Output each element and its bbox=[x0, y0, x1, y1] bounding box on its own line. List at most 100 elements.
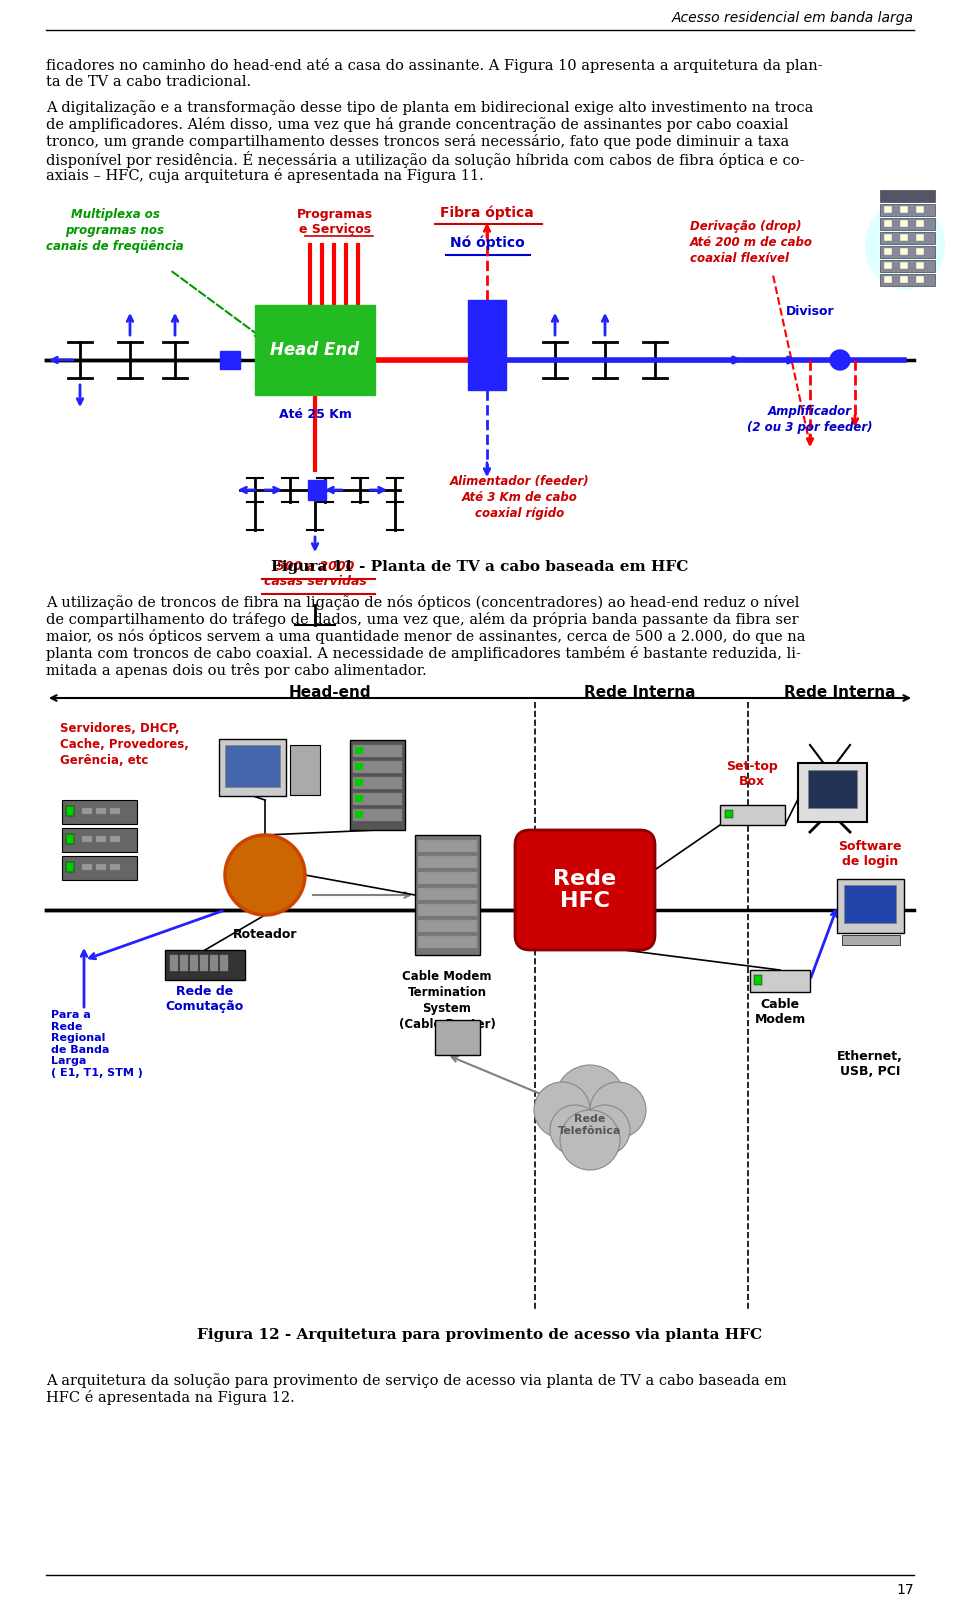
Bar bbox=[418, 841, 477, 852]
Bar bbox=[82, 836, 92, 842]
Text: Para a
Rede
Regional
de Banda
Larga
( E1, T1, STM ): Para a Rede Regional de Banda Larga ( E1… bbox=[51, 1010, 143, 1077]
Circle shape bbox=[830, 351, 850, 370]
Bar bbox=[754, 975, 762, 985]
Bar bbox=[880, 203, 935, 216]
Text: Fibra óptica: Fibra óptica bbox=[440, 205, 534, 219]
FancyBboxPatch shape bbox=[219, 740, 286, 796]
Text: axiais – HFC, cuja arquitetura é apresentada na Figura 11.: axiais – HFC, cuja arquitetura é apresen… bbox=[46, 168, 484, 183]
Bar bbox=[916, 234, 924, 242]
Bar bbox=[355, 796, 363, 802]
Bar bbox=[82, 809, 92, 813]
Circle shape bbox=[555, 1065, 625, 1135]
Bar bbox=[900, 248, 908, 255]
Bar bbox=[916, 263, 924, 269]
Bar bbox=[880, 274, 935, 287]
Bar bbox=[916, 219, 924, 227]
Text: Cable
Modem: Cable Modem bbox=[755, 997, 805, 1026]
Text: tronco, um grande compartilhamento desses troncos será necessário, fato que pode: tronco, um grande compartilhamento desse… bbox=[46, 134, 789, 149]
Text: Figura 12 - Arquitetura para provimento de acesso via planta HFC: Figura 12 - Arquitetura para provimento … bbox=[198, 1327, 762, 1342]
Text: Set-top
Box: Set-top Box bbox=[726, 760, 778, 788]
Circle shape bbox=[580, 1105, 630, 1154]
Text: Software
de login: Software de login bbox=[838, 841, 901, 868]
Text: Derivação (drop)
Até 200 m de cabo
coaxial flexível: Derivação (drop) Até 200 m de cabo coaxi… bbox=[690, 219, 813, 266]
Bar bbox=[418, 937, 477, 948]
Bar bbox=[353, 809, 402, 821]
Bar bbox=[880, 191, 935, 202]
Bar bbox=[880, 232, 935, 243]
Bar bbox=[880, 218, 935, 231]
Text: Acesso residencial em banda larga: Acesso residencial em banda larga bbox=[672, 11, 914, 26]
Text: mitada a apenas dois ou três por cabo alimentador.: mitada a apenas dois ou três por cabo al… bbox=[46, 663, 427, 677]
Text: Roteador: Roteador bbox=[232, 929, 298, 941]
Bar bbox=[190, 956, 198, 970]
Bar bbox=[220, 956, 228, 970]
Bar bbox=[66, 805, 74, 817]
Bar bbox=[170, 956, 178, 970]
Text: Rede
HFC: Rede HFC bbox=[553, 869, 616, 911]
Bar bbox=[355, 764, 363, 770]
Bar bbox=[165, 949, 245, 980]
Text: Rede Interna: Rede Interna bbox=[585, 685, 696, 700]
Text: Multiplexa os
programas nos
canais de freqüência: Multiplexa os programas nos canais de fr… bbox=[46, 208, 183, 253]
Bar bbox=[96, 865, 106, 869]
Bar bbox=[884, 263, 892, 269]
Text: A arquitetura da solução para provimento de serviço de acesso via planta de TV a: A arquitetura da solução para provimento… bbox=[46, 1374, 787, 1388]
Bar bbox=[435, 1020, 480, 1055]
Bar bbox=[415, 836, 480, 956]
Bar bbox=[468, 299, 506, 391]
Bar bbox=[884, 219, 892, 227]
Text: Ethernet,
USB, PCI: Ethernet, USB, PCI bbox=[837, 1050, 903, 1077]
Bar bbox=[353, 744, 402, 757]
Bar bbox=[355, 780, 363, 786]
Bar bbox=[96, 836, 106, 842]
Text: Até 25 Km: Até 25 Km bbox=[278, 408, 351, 421]
Bar bbox=[844, 885, 896, 924]
Bar bbox=[808, 770, 857, 809]
Bar bbox=[353, 792, 402, 805]
Text: Nó óptico: Nó óptico bbox=[449, 235, 524, 250]
Text: planta com troncos de cabo coaxial. A necessidade de amplificadores também é bas: planta com troncos de cabo coaxial. A ne… bbox=[46, 645, 801, 661]
Text: Alimentador (feeder)
Até 3 Km de cabo
coaxial rígido: Alimentador (feeder) Até 3 Km de cabo co… bbox=[450, 475, 589, 520]
Bar bbox=[66, 861, 74, 873]
Text: Servidores, DHCP,
Cache, Provedores,
Gerência, etc: Servidores, DHCP, Cache, Provedores, Ger… bbox=[60, 722, 189, 767]
Bar bbox=[220, 351, 240, 368]
Text: maior, os nós ópticos servem a uma quantidade menor de assinantes, cerca de 500 : maior, os nós ópticos servem a uma quant… bbox=[46, 629, 805, 644]
Bar bbox=[884, 248, 892, 255]
Bar bbox=[62, 800, 137, 825]
Bar bbox=[355, 812, 363, 818]
Text: Figura 11 - Planta de TV a cabo baseada em HFC: Figura 11 - Planta de TV a cabo baseada … bbox=[272, 560, 688, 575]
Bar bbox=[750, 970, 810, 993]
Bar bbox=[418, 873, 477, 884]
Bar bbox=[900, 275, 908, 283]
Bar bbox=[210, 956, 218, 970]
Bar bbox=[96, 809, 106, 813]
Bar bbox=[66, 834, 74, 844]
Bar bbox=[725, 810, 733, 818]
Bar bbox=[62, 828, 137, 852]
Bar bbox=[418, 889, 477, 900]
Bar bbox=[418, 905, 477, 916]
Bar bbox=[880, 259, 935, 272]
FancyBboxPatch shape bbox=[515, 829, 655, 949]
Bar bbox=[353, 776, 402, 789]
Text: Amplificador
(2 ou 3 por feeder): Amplificador (2 ou 3 por feeder) bbox=[747, 405, 873, 434]
Text: ficadores no caminho do head-end até a casa do assinante. A Figura 10 apresenta : ficadores no caminho do head-end até a c… bbox=[46, 58, 823, 74]
Bar bbox=[720, 805, 785, 825]
FancyBboxPatch shape bbox=[837, 879, 904, 933]
Text: 500 a 2000
casas servidas: 500 a 2000 casas servidas bbox=[264, 560, 367, 588]
Text: de amplificadores. Além disso, uma vez que há grande concentração de assinantes : de amplificadores. Além disso, uma vez q… bbox=[46, 117, 788, 131]
Circle shape bbox=[590, 1082, 646, 1138]
Bar bbox=[110, 836, 120, 842]
Bar bbox=[418, 857, 477, 868]
Text: 17: 17 bbox=[897, 1583, 914, 1598]
FancyBboxPatch shape bbox=[798, 764, 867, 821]
Bar bbox=[900, 263, 908, 269]
Text: A digitalização e a transformação desse tipo de planta em bidirecional exige alt: A digitalização e a transformação desse … bbox=[46, 99, 813, 115]
Bar bbox=[82, 865, 92, 869]
Text: Divisor: Divisor bbox=[785, 306, 834, 319]
Text: Head-end: Head-end bbox=[289, 685, 372, 700]
Bar bbox=[916, 275, 924, 283]
Circle shape bbox=[560, 1109, 620, 1170]
Bar bbox=[200, 956, 208, 970]
Text: disponível por residência. É necessária a utilização da solução híbrida com cabo: disponível por residência. É necessária … bbox=[46, 150, 804, 168]
